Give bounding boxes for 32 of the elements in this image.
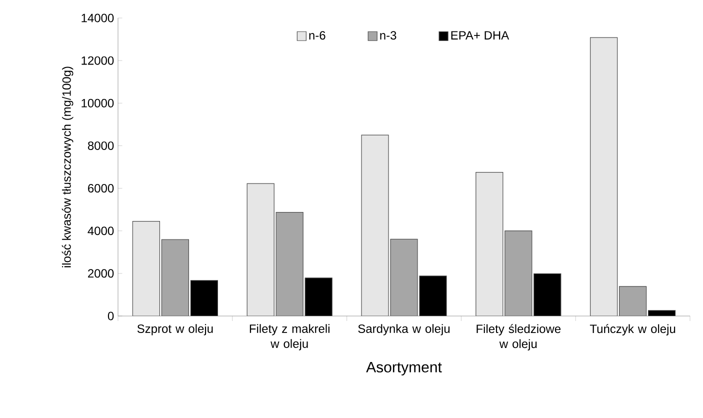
x-tick-label: Tuńczyk w oleju [590,324,676,336]
y-tick-label: 8000 [88,141,114,150]
bar [190,280,218,316]
bar [390,238,418,316]
bar [132,220,160,316]
x-tick-label: Filety z makreli w oleju [250,324,330,350]
bar [590,37,618,316]
x-tick-label: Sardynka w oleju [358,324,450,336]
bar [619,286,647,316]
y-tick-label: 10000 [82,98,114,108]
x-tick-label: Filety śledziowe w oleju [476,324,561,350]
legend-label: n-3 [380,31,396,40]
legend-label: n-6 [309,31,326,40]
x-tick-label: Szprot w oleju [137,324,213,336]
bar [476,172,504,316]
bar [419,276,447,316]
bar [276,212,304,316]
bar [361,134,389,316]
bar [534,273,562,316]
legend-label: EPA+ DHA [451,31,510,40]
y-tick-label: 14000 [82,14,114,22]
y-tick-label: 12000 [82,56,114,65]
y-tick-label: 0 [108,312,114,320]
bar [504,230,532,316]
bar [161,239,190,316]
y-axis-title: ilość kwasów tłuszczowych (mg/100g) [62,66,74,268]
bar [246,183,274,316]
y-tick-label: 6000 [88,184,114,193]
bar [304,278,332,316]
y-tick-label: 4000 [88,226,114,236]
y-tick-label: 2000 [88,269,114,278]
x-axis-title: Asortyment [366,362,442,376]
